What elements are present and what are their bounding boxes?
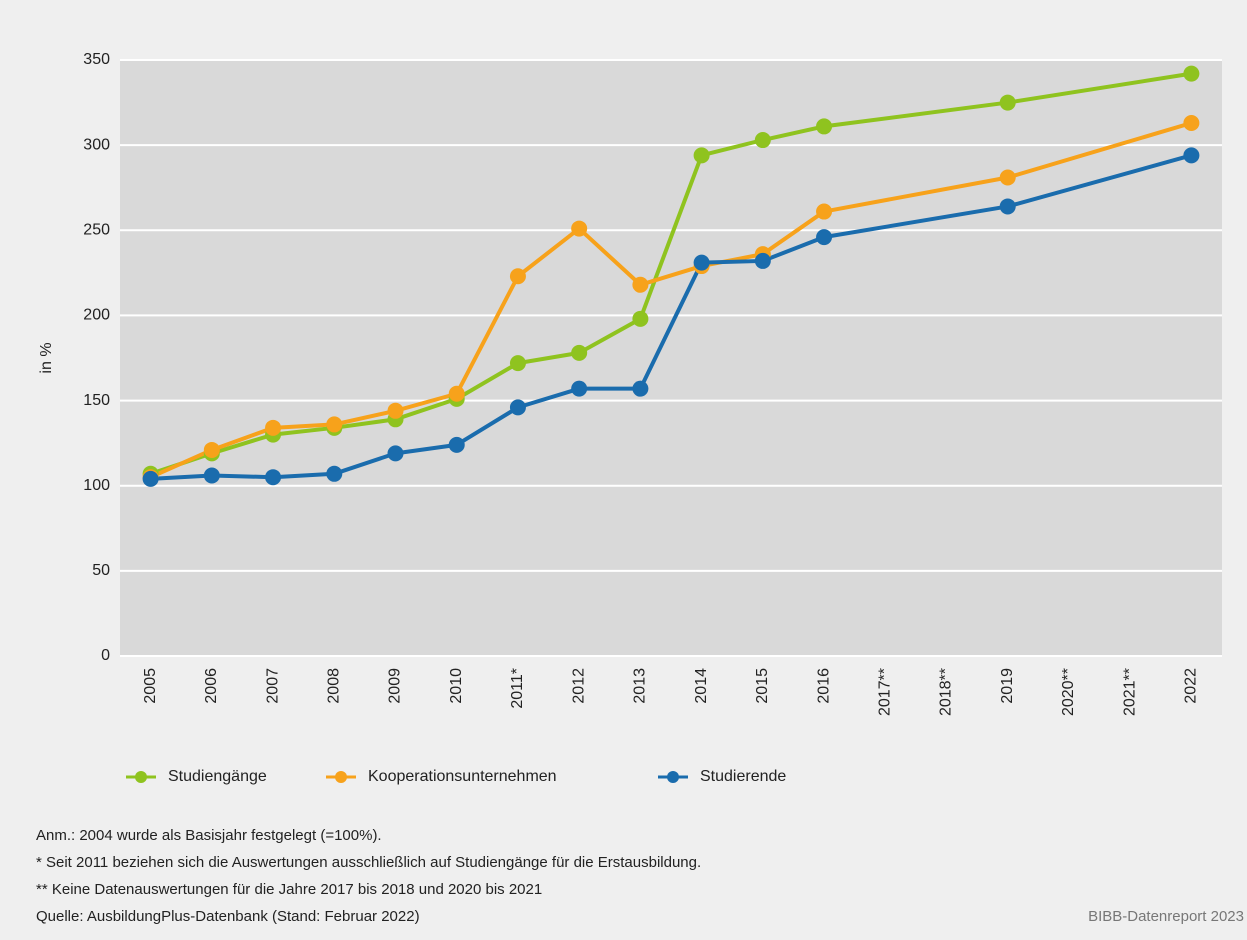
note: Anm.: 2004 wurde als Basisjahr festgeleg… [36,827,382,844]
x-tick-label: 2017** [876,668,893,716]
y-tick-label: 100 [83,477,110,494]
x-tick-label: 2009 [387,668,404,704]
data-point [816,229,833,246]
x-tick-label: 2011* [509,668,526,709]
data-point [326,465,343,482]
data-point [387,402,404,419]
data-point [1183,65,1200,82]
x-tick-label: 2013 [632,668,649,704]
note: ** Keine Datenauswertungen für die Jahre… [36,881,542,898]
y-tick-label: 50 [92,562,110,579]
data-point [816,118,833,135]
data-point [693,254,710,271]
data-point [999,198,1016,215]
y-tick-label: 350 [83,51,110,68]
series-line [150,153,1192,481]
data-point [448,436,465,453]
y-axis-label: in % [38,342,55,373]
data-point [632,380,649,397]
data-point [632,310,649,327]
data-point [509,355,526,372]
x-tick-label: 2007 [264,668,281,704]
y-tick-label: 250 [83,222,110,239]
x-tick-label: 2016 [815,668,832,704]
note: Quelle: AusbildungPlus-Datenbank (Stand:… [36,908,420,925]
x-tick-label: 2008 [325,668,342,704]
data-point [509,399,526,416]
data-point [265,469,282,486]
data-point [693,147,710,164]
data-point [571,220,588,237]
x-tick-label: 2021** [1121,668,1138,716]
data-point [326,416,343,433]
x-tick-label: 2010 [448,668,465,704]
y-tick-label: 150 [83,392,110,409]
x-tick-label: 2014 [693,668,710,704]
data-point [999,169,1016,186]
x-tick-label: 2018** [938,668,955,716]
data-point [387,445,404,462]
plot-area [120,60,1222,656]
legend-marker [667,771,679,783]
data-point [1183,147,1200,164]
legend-label: Studiengänge [168,768,267,785]
y-tick-label: 300 [83,136,110,153]
data-point [509,268,526,285]
data-point [448,385,465,402]
legend-marker [135,771,147,783]
x-tick-label: 2006 [203,668,220,704]
x-tick-label: 2015 [754,668,771,704]
data-point [1183,115,1200,132]
x-tick-label: 2022 [1183,668,1200,704]
data-point [571,380,588,397]
legend-label: Studierende [700,768,786,785]
data-point [632,276,649,293]
data-point [754,132,771,149]
note: * Seit 2011 beziehen sich die Auswertung… [36,854,701,871]
legend-marker [335,771,347,783]
data-point [265,419,282,436]
data-point [203,467,220,484]
series-line [149,121,1192,480]
x-tick-label: 2005 [142,668,159,704]
legend-label: Kooperationsunternehmen [368,768,557,785]
data-point [816,203,833,220]
y-tick-label: 0 [101,647,110,664]
x-tick-label: 2020** [1060,668,1077,716]
data-point [142,470,159,487]
data-point [999,94,1016,111]
x-tick-label: 2012 [570,668,587,704]
data-point [571,344,588,361]
series-line [149,71,1192,476]
y-tick-label: 200 [83,307,110,324]
x-tick-label: 2019 [999,668,1016,704]
credit: BIBB-Datenreport 2023 [1088,908,1244,925]
data-point [754,252,771,269]
data-point [203,441,220,458]
